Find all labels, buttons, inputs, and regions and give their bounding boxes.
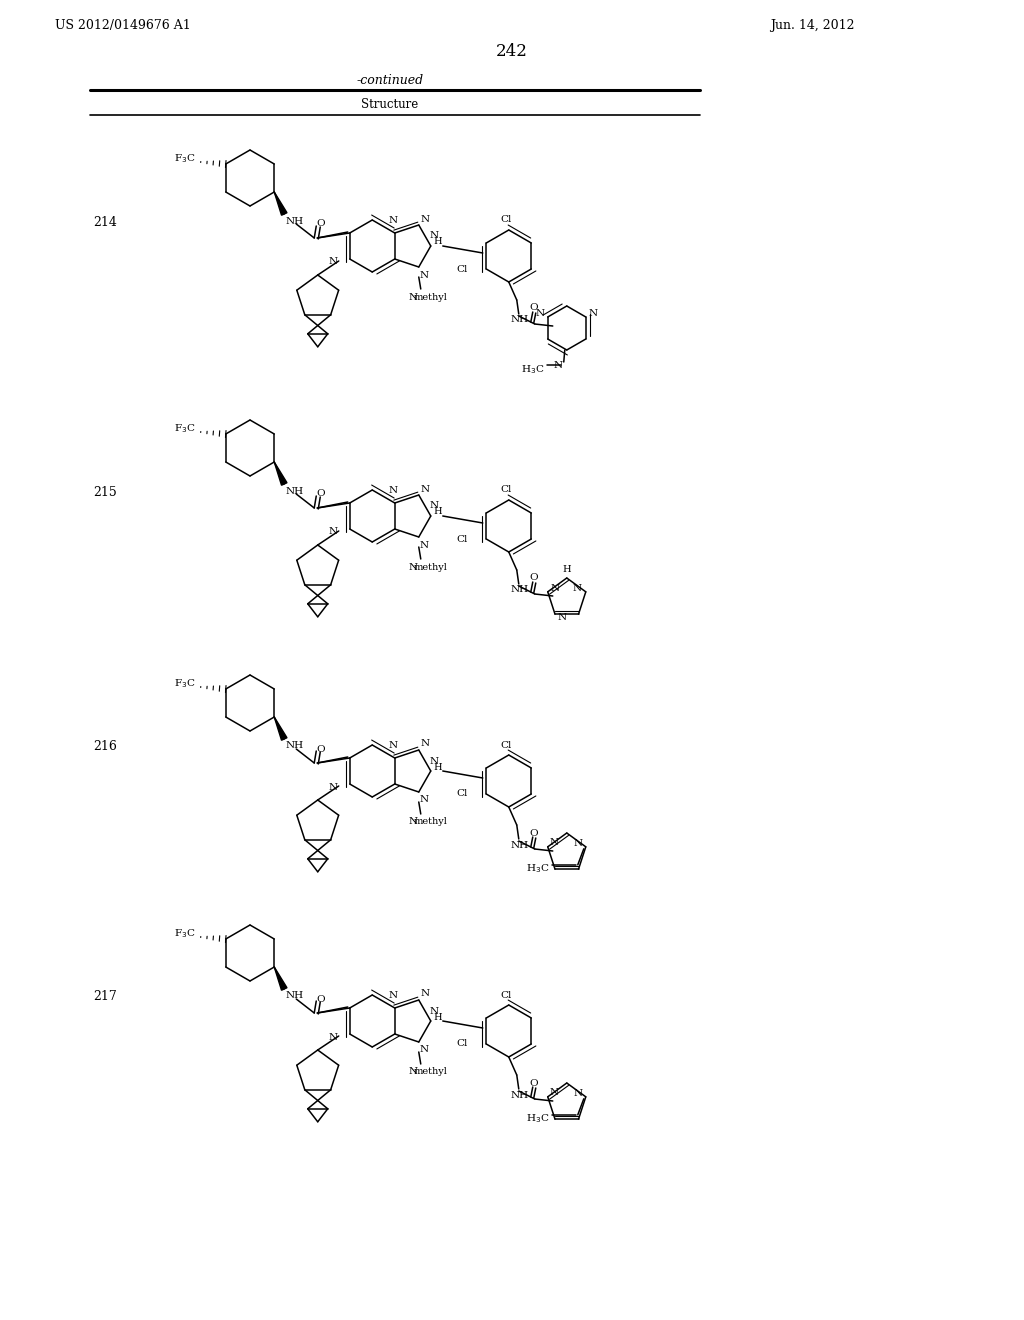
Text: N: N <box>420 271 429 280</box>
Text: N: N <box>421 214 430 223</box>
Text: N: N <box>420 540 429 549</box>
Text: N: N <box>430 231 439 240</box>
Text: Cl: Cl <box>457 264 468 273</box>
Text: N: N <box>388 741 397 750</box>
Text: Cl: Cl <box>457 535 468 544</box>
Text: NH: NH <box>511 841 528 850</box>
Text: N: N <box>550 838 559 847</box>
Text: methyl: methyl <box>414 562 447 572</box>
Text: N: N <box>430 756 439 766</box>
Polygon shape <box>274 968 287 990</box>
Text: N: N <box>388 486 397 495</box>
Text: N: N <box>409 562 418 572</box>
Text: N: N <box>421 990 430 998</box>
Text: O: O <box>316 490 325 499</box>
Text: methyl: methyl <box>414 293 447 301</box>
Text: Cl: Cl <box>500 486 511 495</box>
Text: O: O <box>529 573 539 582</box>
Text: 214: 214 <box>93 215 117 228</box>
Text: N: N <box>558 612 567 622</box>
Text: NH: NH <box>511 586 528 594</box>
Text: N: N <box>409 1068 418 1077</box>
Text: methyl: methyl <box>414 1068 447 1077</box>
Text: N: N <box>554 360 563 370</box>
Text: F$_3$C: F$_3$C <box>174 422 196 436</box>
Text: NH: NH <box>286 742 303 751</box>
Text: O: O <box>529 1078 539 1088</box>
Text: N: N <box>551 585 560 593</box>
Text: Structure: Structure <box>361 99 419 111</box>
Text: N: N <box>329 1032 338 1041</box>
Text: 217: 217 <box>93 990 117 1003</box>
Text: NH: NH <box>511 1090 528 1100</box>
Text: N: N <box>409 817 418 826</box>
Text: NH: NH <box>511 315 528 325</box>
Text: methyl: methyl <box>414 817 447 826</box>
Text: N: N <box>421 739 430 748</box>
Text: -continued: -continued <box>356 74 424 87</box>
Text: N: N <box>420 796 429 804</box>
Text: Cl: Cl <box>500 741 511 750</box>
Text: N: N <box>430 502 439 511</box>
Text: O: O <box>316 744 325 754</box>
Text: NH: NH <box>286 216 303 226</box>
Text: N: N <box>329 528 338 536</box>
Text: N: N <box>421 484 430 494</box>
Text: N: N <box>329 257 338 267</box>
Text: N: N <box>589 309 598 318</box>
Text: N: N <box>430 1006 439 1015</box>
Text: O: O <box>529 829 539 837</box>
Text: H: H <box>563 565 571 574</box>
Text: N: N <box>409 293 418 301</box>
Text: F$_3$C: F$_3$C <box>174 928 196 940</box>
Text: 242: 242 <box>496 44 528 61</box>
Text: F$_3$C: F$_3$C <box>174 677 196 690</box>
Text: O: O <box>529 304 539 313</box>
Polygon shape <box>274 191 287 215</box>
Text: H: H <box>434 507 442 516</box>
Text: NH: NH <box>286 991 303 1001</box>
Text: N: N <box>550 1088 559 1097</box>
Text: N: N <box>573 840 583 849</box>
Text: 216: 216 <box>93 741 117 754</box>
Text: H$_3$C: H$_3$C <box>521 363 545 376</box>
Text: H: H <box>434 763 442 771</box>
Text: N: N <box>388 216 397 224</box>
Text: H: H <box>434 1012 442 1022</box>
Text: F$_3$C: F$_3$C <box>174 153 196 165</box>
Text: N: N <box>388 991 397 1001</box>
Text: O: O <box>316 219 325 228</box>
Text: Cl: Cl <box>500 990 511 999</box>
Text: N: N <box>329 783 338 792</box>
Text: N: N <box>536 309 545 318</box>
Text: Jun. 14, 2012: Jun. 14, 2012 <box>770 18 854 32</box>
Text: 215: 215 <box>93 486 117 499</box>
Text: Cl: Cl <box>457 1040 468 1048</box>
Text: H$_3$C: H$_3$C <box>526 862 550 875</box>
Text: H: H <box>434 238 442 247</box>
Polygon shape <box>274 717 287 741</box>
Text: N: N <box>573 1089 583 1098</box>
Polygon shape <box>274 462 287 486</box>
Text: H$_3$C: H$_3$C <box>526 1113 550 1125</box>
Text: O: O <box>316 994 325 1003</box>
Text: Cl: Cl <box>457 789 468 799</box>
Text: N: N <box>572 585 582 593</box>
Text: US 2012/0149676 A1: US 2012/0149676 A1 <box>55 18 190 32</box>
Text: Cl: Cl <box>500 215 511 224</box>
Text: N: N <box>420 1045 429 1055</box>
Text: NH: NH <box>286 487 303 495</box>
